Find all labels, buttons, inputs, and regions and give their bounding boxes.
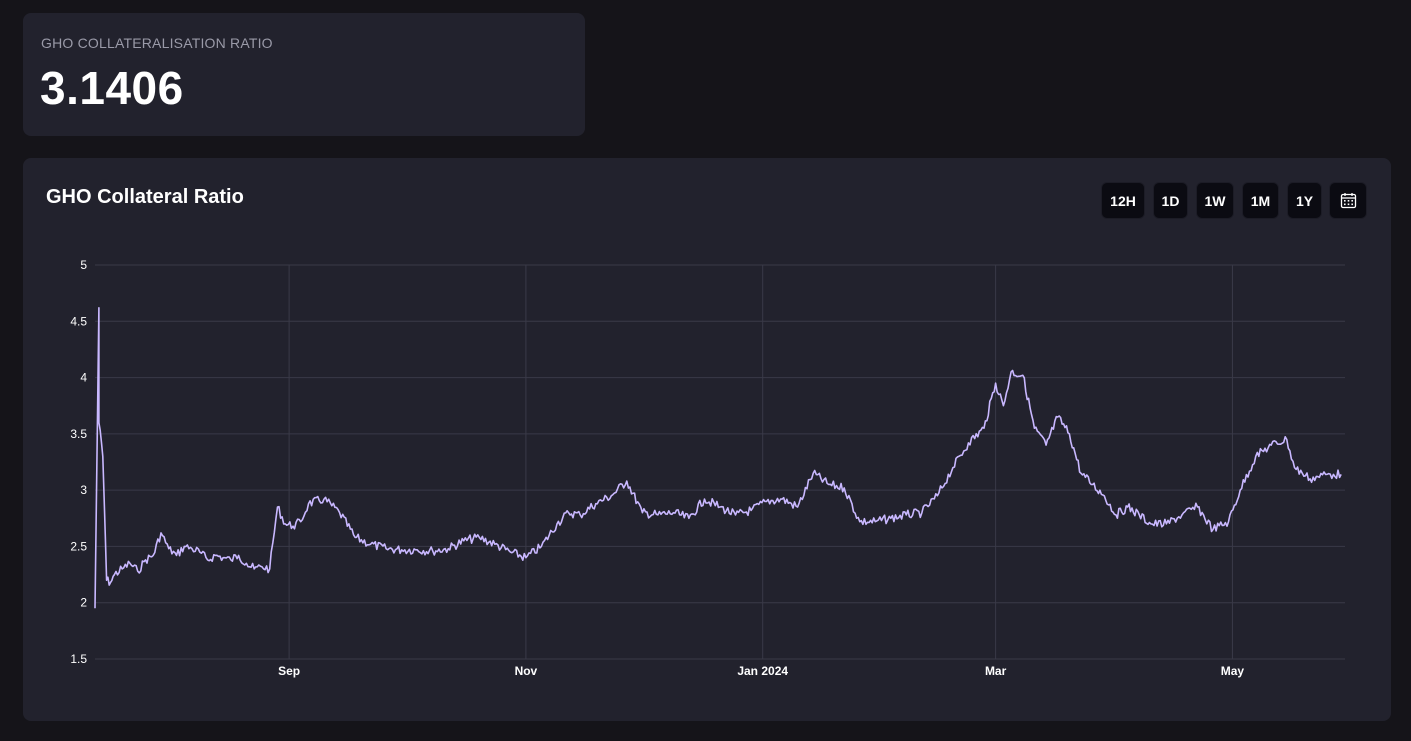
chart-title: GHO Collateral Ratio	[46, 186, 244, 208]
stat-label: GHO COLLATERALISATION RATIO	[41, 35, 273, 51]
calendar-icon	[1340, 193, 1356, 209]
x-tick-label: Nov	[515, 664, 538, 678]
chart-card: GHO Collateral Ratio 12H 1D 1W 1M 1Y 1.5…	[23, 158, 1391, 721]
chart-series	[94, 307, 1342, 609]
x-tick-label: Mar	[985, 664, 1007, 678]
range-button-12h[interactable]: 12H	[1101, 182, 1145, 219]
range-button-1y[interactable]: 1Y	[1287, 182, 1322, 219]
y-tick-label: 1.5	[70, 652, 87, 666]
y-tick-label: 3	[80, 483, 87, 497]
stat-value: 3.1406	[40, 62, 184, 114]
x-tick-label: Sep	[278, 664, 300, 678]
y-tick-label: 4	[80, 371, 87, 385]
x-tick-label: Jan 2024	[737, 664, 788, 678]
x-tick-label: May	[1221, 664, 1245, 678]
chart-grid	[95, 264, 1345, 660]
y-tick-label: 2	[80, 596, 87, 610]
y-tick-label: 3.5	[70, 427, 87, 441]
y-tick-label: 4.5	[70, 314, 87, 328]
calendar-button[interactable]	[1329, 182, 1367, 219]
range-button-1m[interactable]: 1M	[1242, 182, 1279, 219]
line-chart[interactable]: 1.5 2 2.5 3 3.5 4 4.5 5 Sep Nov Jan 2024 Mar May	[23, 158, 1391, 721]
chart-axes: 1.5 2 2.5 3 3.5 4 4.5 5 Sep Nov Jan 2024 Mar May	[70, 258, 1244, 678]
stat-card: GHO COLLATERALISATION RATIO 3.1406	[23, 13, 585, 136]
range-button-1d[interactable]: 1D	[1153, 182, 1188, 219]
range-button-1w[interactable]: 1W	[1196, 182, 1234, 219]
series-line	[94, 307, 1342, 609]
y-tick-label: 5	[80, 258, 87, 272]
y-tick-label: 2.5	[70, 539, 87, 553]
